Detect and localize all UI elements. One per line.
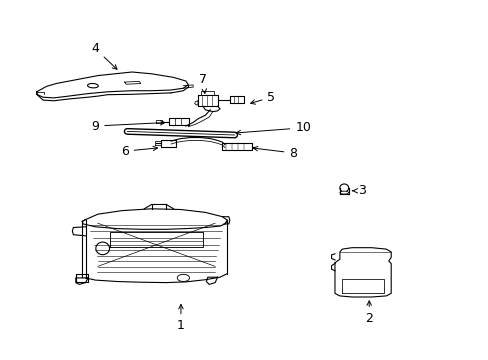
Ellipse shape <box>177 274 189 282</box>
Ellipse shape <box>87 84 98 88</box>
Text: 7: 7 <box>199 73 206 93</box>
Text: 3: 3 <box>352 184 365 197</box>
Text: 6: 6 <box>121 145 157 158</box>
Text: 5: 5 <box>250 91 275 104</box>
Ellipse shape <box>339 191 348 194</box>
Text: 8: 8 <box>253 147 297 159</box>
Ellipse shape <box>339 184 348 192</box>
Text: 9: 9 <box>91 120 164 132</box>
Text: 4: 4 <box>91 42 117 69</box>
Text: 1: 1 <box>177 305 184 332</box>
Text: 2: 2 <box>365 301 372 325</box>
Ellipse shape <box>96 242 109 255</box>
Text: 10: 10 <box>236 121 310 135</box>
